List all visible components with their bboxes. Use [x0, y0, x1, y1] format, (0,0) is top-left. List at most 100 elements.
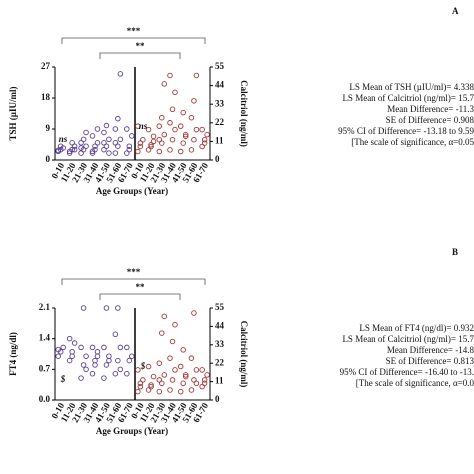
data-point — [156, 377, 163, 383]
data-point — [83, 353, 89, 359]
data-point — [137, 143, 144, 150]
y2-tick-label: 44 — [215, 320, 225, 330]
bracket — [99, 52, 181, 59]
bracket — [99, 293, 181, 300]
x-label: Age Groups (Year) — [96, 426, 168, 436]
data-point — [89, 370, 96, 377]
data-point — [167, 147, 173, 153]
y2-tick-label: 22 — [215, 357, 225, 367]
data-point — [71, 340, 78, 346]
data-point — [117, 344, 124, 351]
data-point — [199, 367, 205, 373]
data-point — [177, 363, 184, 370]
data-point — [167, 72, 173, 79]
data-point — [180, 347, 186, 353]
data-point — [156, 360, 163, 366]
y2-tick-label: 33 — [215, 98, 225, 108]
data-point — [69, 140, 75, 146]
data-point — [92, 362, 98, 368]
data-point — [167, 387, 173, 393]
data-point — [137, 383, 144, 390]
data-point — [69, 353, 75, 359]
data-point — [55, 147, 61, 154]
annotation: ns — [139, 121, 148, 131]
data-point — [172, 89, 178, 96]
y2-tick-label: 33 — [215, 339, 225, 349]
data-point — [92, 143, 98, 149]
data-point — [115, 115, 121, 122]
data-point — [135, 148, 141, 155]
stat-line: LS Mean of Calcitriol (ng/ml)= 15.7 — [342, 334, 474, 344]
significance: ** — [136, 41, 146, 51]
significance: *** — [127, 267, 141, 277]
data-point — [106, 136, 112, 143]
stat-line: LS Mean of Calcitriol (ng/ml)= 15.7 — [342, 93, 474, 103]
data-point — [201, 380, 208, 387]
data-point — [78, 344, 84, 351]
data-point — [101, 344, 107, 351]
data-point — [161, 372, 168, 378]
y2-tick-label: 55 — [215, 61, 225, 71]
data-point — [94, 353, 101, 359]
data-point — [103, 305, 110, 311]
data-point — [137, 380, 144, 387]
stat-line: SE of Difference= 0.813 — [386, 356, 474, 366]
y-label: FT4 (ng/dl) — [8, 332, 18, 376]
stat-line: SE of Difference= 0.908 — [386, 115, 474, 125]
significance: *** — [127, 26, 141, 36]
data-point — [126, 146, 133, 153]
data-point — [83, 129, 89, 136]
stat-line: LS Mean of TSH (µIU/ml)= 4.338 — [349, 82, 474, 92]
data-point — [66, 335, 73, 342]
y2-tick-label: 11 — [215, 135, 224, 145]
stat-line: Mean Difference= -14.8 — [387, 345, 474, 355]
data-point — [69, 349, 75, 355]
data-point — [156, 123, 163, 129]
data-point — [201, 140, 208, 146]
significance: ** — [136, 282, 146, 292]
data-point — [172, 367, 178, 373]
annotation: $ — [60, 374, 66, 384]
data-point — [159, 330, 165, 336]
data-point — [180, 140, 186, 146]
data-point — [150, 133, 157, 140]
data-point — [167, 120, 173, 126]
data-point — [193, 380, 200, 387]
data-point — [112, 370, 119, 377]
data-point — [83, 366, 89, 373]
data-point — [83, 143, 89, 149]
data-point — [80, 362, 87, 368]
y2-tick-label: 22 — [215, 117, 225, 127]
data-point — [204, 372, 210, 378]
data-point — [129, 353, 135, 359]
y2-tick-label: 0 — [215, 394, 220, 404]
data-point — [145, 363, 152, 370]
data-point — [106, 353, 112, 359]
data-point — [117, 71, 124, 77]
data-point — [156, 148, 163, 155]
data-point — [78, 375, 84, 381]
stat-line: LS Mean of FT4 (ng/dl)= 0.932 — [359, 323, 474, 333]
data-point — [55, 353, 61, 359]
stat-line: 95% CI of Difference= -16.40 to -13. — [340, 367, 474, 377]
y-tick-label: 0.0 — [39, 394, 51, 404]
data-point — [124, 126, 130, 132]
data-point — [80, 305, 87, 311]
data-point — [78, 145, 84, 151]
data-point — [92, 357, 98, 364]
data-point — [169, 136, 176, 143]
data-point — [150, 373, 157, 380]
data-point — [129, 133, 135, 139]
data-point — [156, 136, 163, 143]
data-point — [204, 131, 210, 138]
x-label: Age Groups (Year) — [96, 186, 168, 196]
data-point — [117, 136, 124, 143]
data-point — [188, 147, 195, 153]
data-point — [89, 344, 96, 351]
data-point — [112, 150, 119, 156]
data-point — [112, 126, 119, 132]
data-point — [201, 377, 208, 383]
data-point — [117, 366, 124, 373]
data-point — [188, 114, 195, 121]
data-point — [180, 380, 186, 387]
